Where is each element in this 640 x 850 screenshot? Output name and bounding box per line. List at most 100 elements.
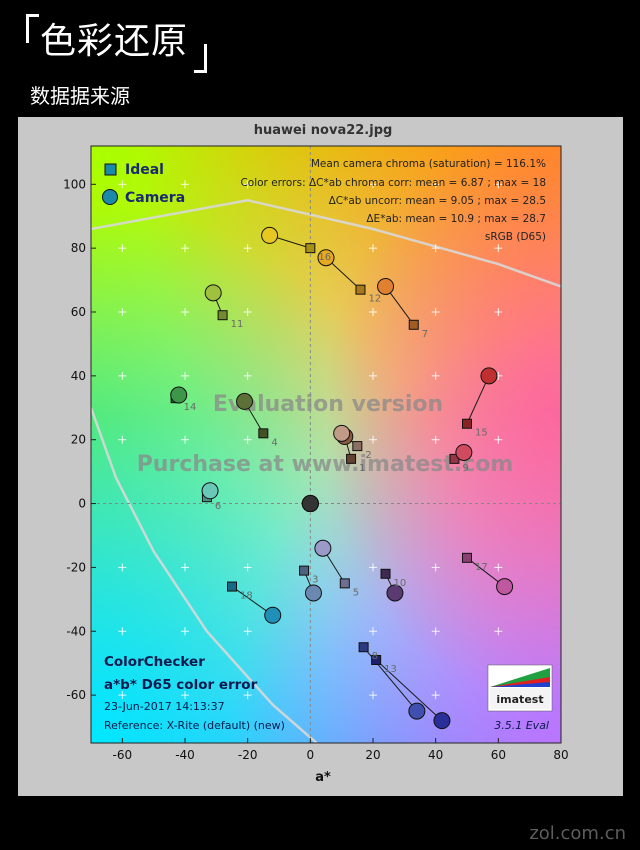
stats-block: Mean camera chroma (saturation) = 116.1%… [240, 158, 546, 243]
plot-background [91, 146, 561, 743]
x-axis-ticks: -60 -40 -20 0 20 40 60 80 [113, 738, 569, 762]
camera-marker-13 [433, 712, 451, 730]
plot-frame [90, 145, 562, 744]
ideal-marker-1 [346, 453, 357, 464]
patch-label-4: 4 [271, 437, 277, 448]
ideal-marker-4 [258, 428, 269, 439]
camera-marker-6 [201, 482, 219, 500]
x-tick-label: -60 [113, 748, 133, 762]
ideal-marker-2 [352, 441, 363, 452]
stats-line-uncorr: ΔC*ab uncorr: mean = 9.05 ; max = 28.5 [329, 195, 546, 207]
camera-marker-8 [408, 702, 426, 720]
x-tick-label: -40 [175, 748, 195, 762]
stats-line-colorspace: sRGB (D65) [485, 231, 546, 243]
patch-label-1: 1 [359, 463, 365, 474]
legend-camera-label: Camera [125, 190, 185, 206]
camera-marker-5 [314, 539, 332, 557]
ideal-marker-13 [371, 654, 382, 665]
y-tick-label: 20 [71, 433, 86, 447]
camera-marker-24 [301, 495, 319, 513]
patch-label-5: 5 [353, 587, 359, 598]
header-title-box: 色彩还原 [26, 14, 216, 74]
evaluation-watermark: Evaluation version Purchase at www.imate… [137, 392, 514, 477]
camera-marker-4 [236, 392, 254, 410]
y-tick-label: 80 [71, 241, 86, 255]
ideal-marker-18 [227, 581, 237, 592]
y-tick-label: -20 [66, 560, 86, 574]
ideal-marker-10 [380, 568, 391, 579]
legend-camera-marker [102, 189, 118, 205]
camera-marker-17 [496, 578, 514, 596]
camera-marker-2 [333, 424, 351, 442]
camera-marker-7 [377, 277, 395, 295]
ideal-marker-17 [462, 552, 472, 563]
info-reference: Reference: X-Rite (default) (new) [104, 719, 285, 732]
patch-label-12: 12 [368, 294, 381, 305]
patch-label-10: 10 [394, 578, 407, 589]
stats-line-chroma: Mean camera chroma (saturation) = 116.1% [311, 158, 546, 170]
imatest-logo: imatest [487, 664, 553, 712]
y-tick-label: 0 [78, 497, 86, 511]
patch-label-14: 14 [184, 402, 197, 413]
patch-label-8: 8 [372, 651, 378, 662]
patch-label-3: 3 [312, 575, 318, 586]
error-vector-15 [466, 375, 490, 424]
x-axis-label: a* [315, 770, 331, 785]
patch-label-7: 7 [422, 329, 428, 340]
patch-label-15: 15 [475, 428, 488, 439]
ab-color-error-chart: huawei nova22.jpg Evaluation version Pur… [63, 123, 569, 785]
left-bracket-decoration [26, 14, 39, 43]
srgb-gamut-boundary [91, 199, 561, 743]
ideal-marker-7 [408, 319, 419, 330]
patch-label-2: 2 [365, 450, 371, 461]
camera-marker-11 [204, 284, 222, 302]
gamut-lower-curve [91, 407, 318, 743]
page-subtitle: 数据据来源 [30, 84, 130, 108]
camera-marker-10 [386, 584, 404, 602]
x-tick-label: 80 [553, 748, 568, 762]
gamut-upper-curve [91, 199, 561, 288]
legend-ideal-label: Ideal [125, 162, 164, 178]
ideal-marker-15 [462, 418, 472, 429]
ideal-marker-5 [339, 578, 350, 589]
camera-marker-18 [264, 606, 282, 624]
patch-label-18: 18 [240, 591, 253, 602]
x-tick-label: 40 [428, 748, 443, 762]
legend: Ideal Camera [102, 162, 185, 206]
chart-panel: huawei nova22.jpg Evaluation version Pur… [18, 117, 623, 796]
y-tick-label: 60 [71, 305, 86, 319]
ideal-marker-16 [305, 243, 316, 254]
patch-label-13: 13 [384, 664, 397, 675]
camera-marker-3 [304, 584, 322, 602]
camera-markers [170, 226, 514, 730]
info-chart-name: ColorChecker [104, 654, 205, 670]
patch-label-6: 6 [215, 501, 221, 512]
zero-axis-lines [91, 146, 561, 743]
x-tick-label: -20 [238, 748, 258, 762]
patch-label-17: 17 [475, 562, 488, 573]
right-bracket-decoration [194, 44, 207, 73]
camera-marker-9 [455, 443, 473, 461]
x-tick-label: 0 [307, 748, 315, 762]
ideal-marker-12 [355, 284, 366, 295]
x-tick-label: 20 [365, 748, 380, 762]
y-tick-label: -60 [66, 688, 86, 702]
camera-marker-12 [317, 249, 335, 267]
camera-marker-16 [261, 226, 279, 244]
site-watermark: zol.com.cn [529, 823, 626, 844]
chart-title: huawei nova22.jpg [254, 123, 393, 138]
error-vector-13 [375, 659, 443, 722]
camera-marker-15 [480, 367, 498, 385]
version-label: 3.5.1 Eval [494, 719, 549, 732]
stats-line-delta-e: ΔE*ab: mean = 10.9 ; max = 28.7 [366, 213, 546, 225]
y-axis-ticks: -60 -40 -20 0 20 40 60 80 100 [63, 177, 96, 702]
patch-label-16: 16 [318, 252, 331, 263]
stats-line-chroma-corr: Color errors: ΔC*ab chroma corr: mean = … [240, 177, 546, 189]
info-chart-subtitle: a*b* D65 color error [104, 677, 258, 693]
logo-text: imatest [496, 693, 543, 706]
legend-ideal-marker [104, 163, 117, 176]
y-tick-label: 40 [71, 369, 86, 383]
info-date: 23-Jun-2017 14:13:37 [104, 700, 225, 713]
y-tick-label: -40 [66, 624, 86, 638]
